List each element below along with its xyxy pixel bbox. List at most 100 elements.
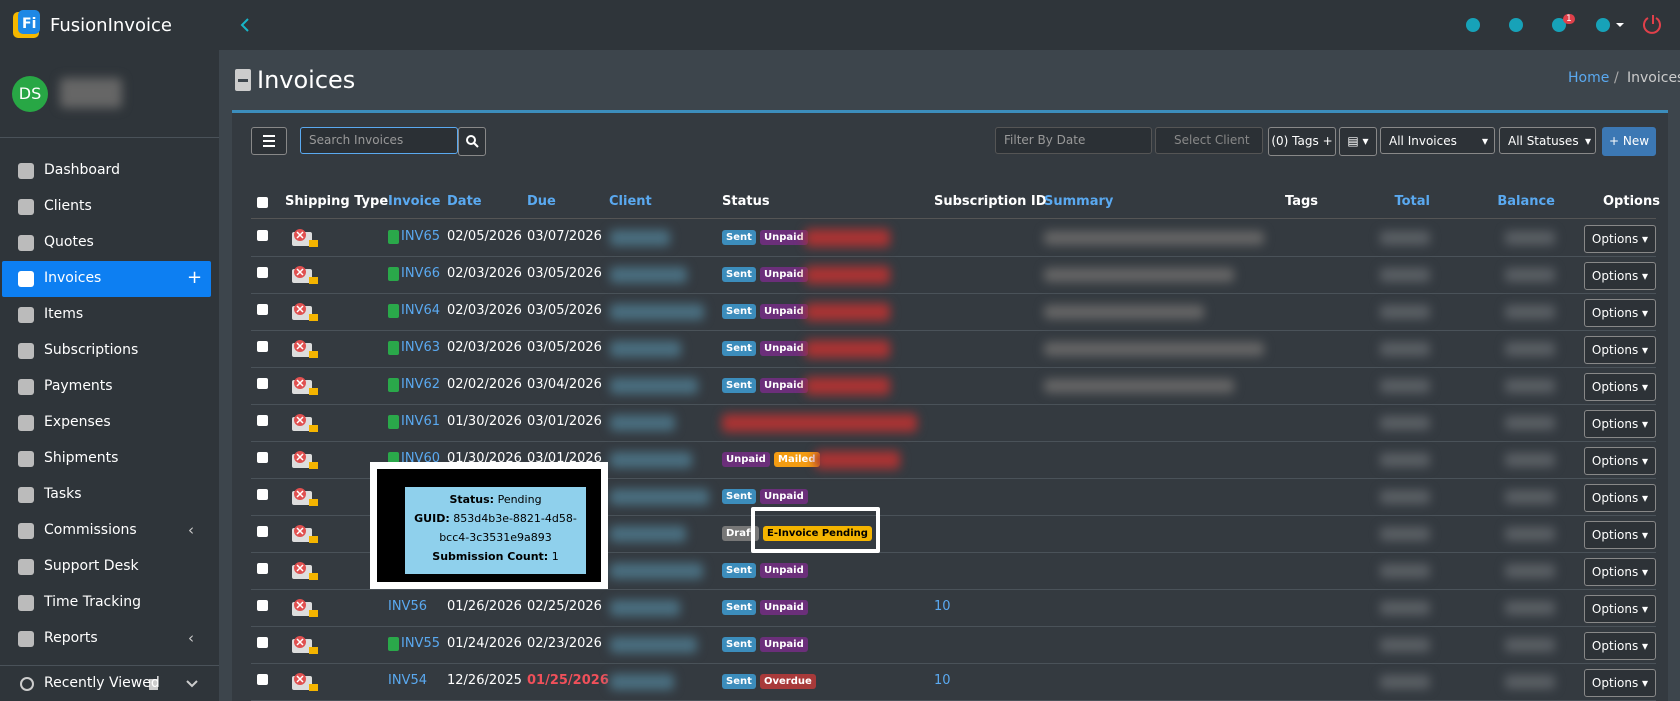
column-header[interactable]: Due <box>527 194 556 209</box>
nav-item[interactable]: Tasks <box>44 486 82 502</box>
check[interactable] <box>257 378 268 389</box>
shipping-icon <box>290 300 320 324</box>
breadcrumb-home[interactable]: Home <box>1568 70 1610 86</box>
search-input[interactable]: Search Invoices <box>300 127 458 154</box>
options-button[interactable]: Options ▾ <box>1584 521 1656 549</box>
invoice-link[interactable]: INV61 <box>401 414 440 429</box>
subscription-link[interactable]: 10 <box>934 599 951 614</box>
check[interactable] <box>257 267 268 278</box>
shipping-icon <box>290 374 320 398</box>
invoice-link[interactable]: INV54 <box>388 673 427 688</box>
nav-item[interactable]: Dashboard <box>44 162 120 178</box>
options-button[interactable]: Options ▾ <box>1584 410 1656 438</box>
amount-blur <box>1505 305 1555 319</box>
options-button[interactable]: Options ▾ <box>1584 299 1656 327</box>
tags-button[interactable]: (0) Tags + <box>1268 127 1336 156</box>
amount-blur <box>1380 379 1430 393</box>
filter-toggle[interactable] <box>251 127 287 155</box>
check[interactable] <box>257 230 268 241</box>
invoice-link[interactable]: INV62 <box>401 377 440 392</box>
nav-item[interactable]: Invoices <box>44 270 102 286</box>
nav-item[interactable]: Commissions <box>44 522 137 538</box>
row-line <box>251 367 1656 368</box>
invoice-filter[interactable]: All Invoices ▾ <box>1380 127 1495 154</box>
invoice-link[interactable]: INV64 <box>401 303 440 318</box>
check[interactable] <box>257 674 268 685</box>
options-button[interactable]: Options ▾ <box>1584 336 1656 364</box>
top-bar <box>0 0 1680 50</box>
options-label: Options <box>1591 602 1639 616</box>
client-blur <box>610 452 692 468</box>
status-badge: Sent <box>722 304 756 319</box>
logo: Fi <box>13 10 40 38</box>
recent-icons <box>20 677 198 691</box>
check[interactable] <box>257 452 268 463</box>
options-button[interactable]: Options ▾ <box>1584 484 1656 512</box>
nav-item[interactable]: Reports <box>44 630 98 646</box>
invoice-link[interactable]: INV63 <box>401 340 440 355</box>
options-button[interactable]: Options ▾ <box>1584 632 1656 660</box>
collapse-toggle[interactable] <box>238 16 252 34</box>
nav-item[interactable]: Shipments <box>44 450 119 466</box>
nav-item[interactable]: Support Desk <box>44 558 139 574</box>
recently-viewed[interactable]: Recently Viewed <box>44 675 160 691</box>
column-header[interactable]: Total <box>1394 194 1430 209</box>
invoice-link[interactable]: INV55 <box>401 636 440 651</box>
check[interactable] <box>257 341 268 352</box>
client-select[interactable]: Select Client <box>1155 127 1263 154</box>
amount-blur <box>1380 231 1430 245</box>
column-header[interactable]: Balance <box>1497 194 1555 209</box>
top-icons <box>1466 15 1661 34</box>
check[interactable] <box>257 563 268 574</box>
check[interactable] <box>257 304 268 315</box>
check[interactable] <box>257 637 268 648</box>
nav-item[interactable]: Quotes <box>44 234 94 250</box>
status-filter[interactable]: All Statuses ▾ <box>1499 127 1596 154</box>
invoice-link[interactable]: INV56 <box>388 599 427 614</box>
nav-item[interactable]: Expenses <box>44 414 111 430</box>
options-label: Options <box>1591 417 1639 431</box>
amount-blur <box>1380 490 1430 504</box>
nav-item[interactable]: Payments <box>44 378 113 394</box>
options-label: Options <box>1591 343 1639 357</box>
row-line <box>251 256 1656 257</box>
check[interactable] <box>257 489 268 500</box>
options-button[interactable]: Options ▾ <box>1584 373 1656 401</box>
invoice-link[interactable]: INV66 <box>401 266 440 281</box>
nav-item[interactable]: Subscriptions <box>44 342 139 358</box>
invoice-link[interactable]: INV65 <box>401 229 440 244</box>
nav-item[interactable]: Clients <box>44 198 92 214</box>
new-button[interactable]: + New <box>1602 127 1656 156</box>
search-button[interactable] <box>458 127 486 156</box>
options-button[interactable]: Options ▾ <box>1584 595 1656 623</box>
options-button[interactable]: Options ▾ <box>1584 669 1656 697</box>
column-header[interactable]: Summary <box>1044 194 1114 209</box>
options-button[interactable]: Options ▾ <box>1584 558 1656 586</box>
options-button[interactable]: Options ▾ <box>1584 262 1656 290</box>
column-header[interactable]: Date <box>447 194 482 209</box>
shipping-icon <box>290 670 320 694</box>
date-filter[interactable]: Filter By Date <box>995 127 1152 154</box>
options-button[interactable]: Options ▾ <box>1584 447 1656 475</box>
amount-blur <box>1505 416 1555 430</box>
nav-item[interactable]: Items <box>44 306 84 322</box>
invoice-filter-label: All Invoices <box>1389 134 1457 148</box>
status-badge: Sent <box>722 341 756 356</box>
status-badge: Unpaid <box>760 637 808 652</box>
date: 01/30/2026 <box>447 414 522 429</box>
options-label: Options <box>1591 380 1639 394</box>
nav-icon <box>18 523 34 539</box>
check[interactable] <box>257 415 268 426</box>
nav-item[interactable]: Time Tracking <box>44 594 141 610</box>
shipping-icon <box>290 596 320 620</box>
columns-button[interactable]: ▤ ▾ <box>1339 127 1377 156</box>
options-button[interactable]: Options ▾ <box>1584 225 1656 253</box>
column-header[interactable]: Client <box>609 194 652 209</box>
due: 03/07/2026 <box>527 229 602 244</box>
column-header[interactable]: Invoice <box>388 194 441 209</box>
check[interactable] <box>257 600 268 611</box>
check[interactable] <box>257 526 268 537</box>
row-line <box>251 663 1656 664</box>
subscription-link[interactable]: 10 <box>934 673 951 688</box>
nav-icon <box>18 199 34 215</box>
